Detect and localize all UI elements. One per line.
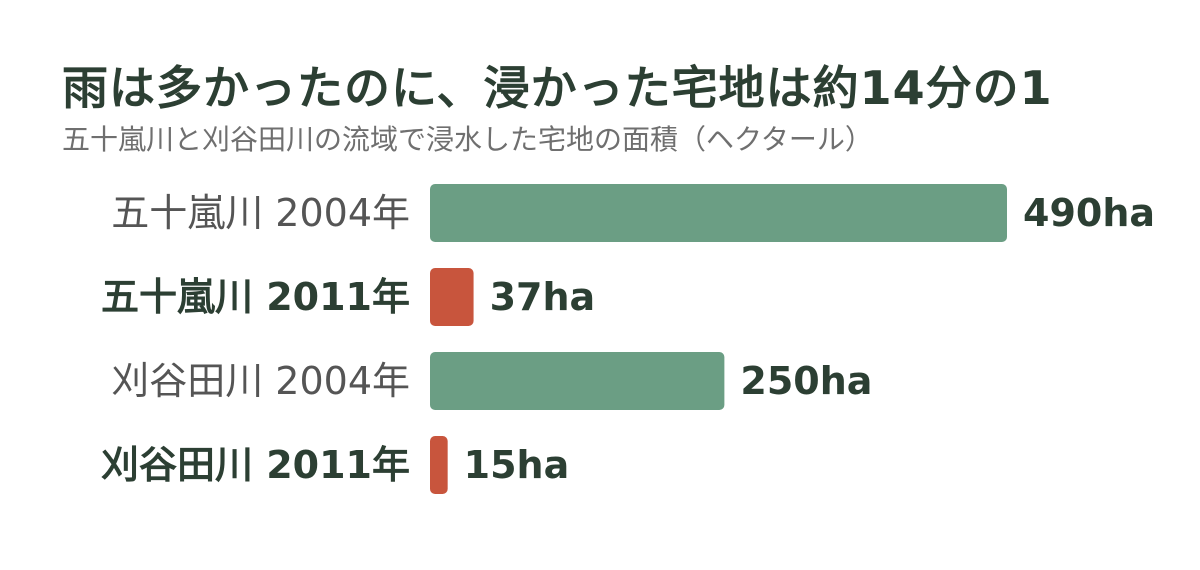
- bar-row: 刈谷田川 2011年 15ha: [101, 436, 569, 494]
- bar: [430, 268, 474, 326]
- bar: [430, 352, 725, 410]
- chart-subtitle: 五十嵐川と刈谷田川の流域で浸水した宅地の面積（ヘクタール）: [62, 123, 873, 156]
- value-label: 37ha: [490, 275, 596, 319]
- value-label: 490ha: [1023, 191, 1155, 235]
- bar-row: 五十嵐川 2004年 490ha: [111, 184, 1155, 242]
- bar: [430, 184, 1007, 242]
- bar-row: 五十嵐川 2011年 37ha: [101, 268, 595, 326]
- category-label: 刈谷田川 2011年: [101, 443, 410, 487]
- chart-title: 雨は多かったのに、浸かった宅地は約14分の1: [62, 61, 1053, 115]
- value-label: 250ha: [740, 359, 872, 403]
- bar-row: 刈谷田川 2004年 250ha: [111, 352, 872, 410]
- category-label: 刈谷田川 2004年: [111, 359, 410, 403]
- category-label: 五十嵐川 2004年: [111, 191, 410, 235]
- category-label: 五十嵐川 2011年: [101, 275, 410, 319]
- bar: [430, 436, 448, 494]
- value-label: 15ha: [464, 443, 570, 487]
- bars-layer: 五十嵐川 2004年 490ha 五十嵐川 2011年 37ha 刈谷田川 2004年 2…: [101, 184, 1155, 494]
